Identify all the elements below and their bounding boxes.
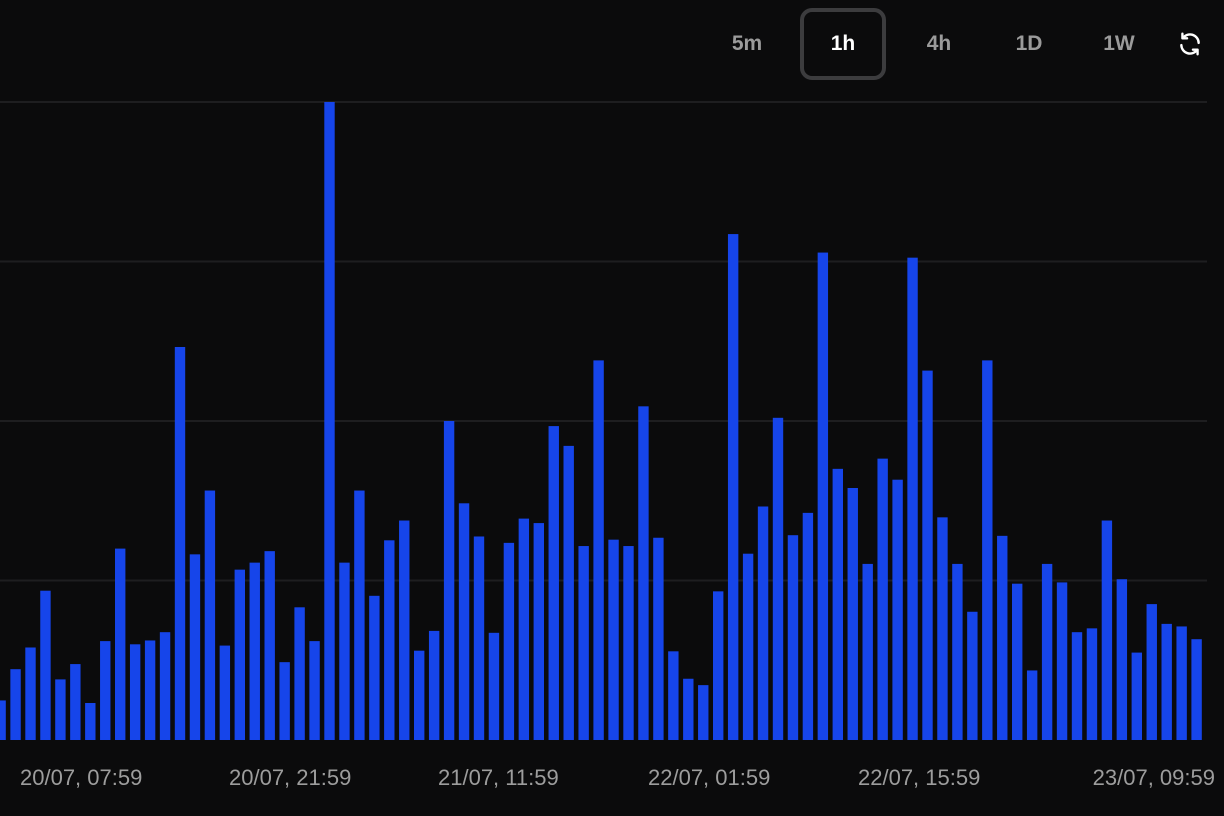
volume-bar[interactable]: [144, 640, 156, 740]
timeframe-1d-button[interactable]: 1D: [1015, 32, 1043, 55]
volume-bar[interactable]: [787, 535, 799, 740]
volume-bar[interactable]: [264, 551, 275, 740]
volume-bar[interactable]: [1086, 628, 1098, 740]
volume-bar[interactable]: [997, 535, 1008, 740]
volume-bar[interactable]: [279, 662, 290, 740]
volume-bar[interactable]: [488, 632, 500, 740]
volume-bar[interactable]: [384, 540, 395, 740]
volume-bar[interactable]: [399, 520, 410, 740]
volume-bar[interactable]: [458, 503, 470, 740]
volume-bar[interactable]: [40, 590, 51, 740]
volume-bar[interactable]: [772, 417, 784, 740]
volume-bar[interactable]: [309, 641, 320, 740]
volume-bar[interactable]: [982, 360, 993, 740]
volume-bar[interactable]: [832, 468, 843, 740]
volume-bar[interactable]: [1056, 582, 1068, 740]
volume-bar[interactable]: [369, 595, 380, 740]
volume-bar[interactable]: [324, 102, 335, 740]
volume-bar[interactable]: [10, 669, 21, 740]
volume-bar[interactable]: [533, 523, 544, 740]
volume-bar[interactable]: [85, 703, 96, 740]
refresh-icon: [1180, 32, 1200, 56]
volume-bar[interactable]: [204, 490, 216, 740]
volume-bar[interactable]: [1116, 579, 1128, 740]
volume-bar[interactable]: [428, 630, 440, 740]
volume-bar[interactable]: [1101, 520, 1113, 740]
volume-bar[interactable]: [668, 651, 679, 740]
volume-bar[interactable]: [952, 563, 963, 740]
volume-bar[interactable]: [1161, 623, 1172, 740]
volume-bar[interactable]: [967, 611, 978, 740]
x-tick-label: 20/07, 07:59: [20, 765, 142, 790]
volume-bar[interactable]: [1191, 639, 1202, 740]
volume-bar[interactable]: [473, 536, 485, 740]
volume-bar[interactable]: [25, 647, 36, 740]
volume-bar[interactable]: [563, 445, 574, 740]
volume-bar[interactable]: [638, 406, 649, 740]
volume-bar[interactable]: [713, 591, 724, 740]
timeframe-toolbar: 5m 1h 4h 1D 1W: [694, 8, 1214, 80]
volume-bar[interactable]: [683, 678, 694, 740]
volume-bar[interactable]: [129, 644, 141, 740]
volume-bar[interactable]: [698, 685, 709, 740]
volume-bar[interactable]: [1026, 670, 1038, 740]
timeframe-5m-button[interactable]: 5m: [731, 32, 763, 55]
volume-bar[interactable]: [518, 518, 530, 740]
volume-bar[interactable]: [249, 562, 260, 740]
volume-bar[interactable]: [70, 664, 81, 740]
x-tick-label: 21/07, 11:59: [438, 765, 559, 790]
volume-bar[interactable]: [115, 548, 126, 740]
volume-bar[interactable]: [1071, 632, 1083, 740]
volume-bar[interactable]: [0, 700, 6, 740]
volume-bar[interactable]: [55, 679, 66, 740]
volume-bar[interactable]: [159, 632, 171, 740]
volume-bar[interactable]: [937, 517, 948, 740]
volume-bar[interactable]: [548, 426, 559, 740]
volume-bar[interactable]: [354, 490, 365, 740]
volume-bar[interactable]: [294, 607, 305, 740]
volume-bar[interactable]: [443, 421, 455, 740]
volume-bar[interactable]: [234, 569, 245, 740]
volume-bar[interactable]: [757, 506, 769, 740]
volume-bar[interactable]: [608, 539, 619, 740]
volume-bar[interactable]: [578, 546, 589, 740]
volume-bar[interactable]: [503, 542, 515, 740]
volume-bar[interactable]: [892, 479, 903, 740]
volume-bar[interactable]: [862, 563, 873, 740]
timeframe-4h-button[interactable]: 4h: [926, 32, 952, 55]
volume-bar[interactable]: [593, 360, 604, 740]
volume-bar[interactable]: [847, 487, 858, 740]
volume-bar[interactable]: [907, 257, 918, 740]
volume-bar[interactable]: [922, 370, 933, 740]
volume-bar[interactable]: [623, 546, 634, 740]
volume-bar[interactable]: [174, 346, 186, 740]
refresh-button[interactable]: [1166, 20, 1214, 68]
volume-bar[interactable]: [1146, 604, 1157, 740]
volume-bar[interactable]: [1041, 563, 1053, 740]
x-tick-label: 22/07, 01:59: [648, 765, 770, 790]
volume-bar[interactable]: [189, 554, 201, 740]
volume-bar[interactable]: [414, 650, 425, 740]
volume-bar[interactable]: [219, 645, 231, 740]
volume-bar[interactable]: [1131, 652, 1142, 740]
x-axis-ticks: 20/07, 07:59 20/07, 21:59 21/07, 11:59 2…: [20, 765, 1215, 790]
x-tick-label: 23/07, 09:59: [1093, 765, 1215, 790]
timeframe-1h-button[interactable]: 1h: [800, 8, 886, 80]
x-tick-label: 22/07, 15:59: [858, 765, 980, 790]
volume-bar[interactable]: [817, 252, 829, 740]
volume-bar[interactable]: [877, 458, 888, 740]
volume-bar[interactable]: [339, 562, 350, 740]
volume-bar[interactable]: [727, 234, 739, 740]
x-tick-label: 20/07, 21:59: [229, 765, 351, 790]
timeframe-1w-button[interactable]: 1W: [1103, 32, 1135, 55]
chart-bars: [0, 102, 1202, 740]
volume-bar[interactable]: [1012, 583, 1023, 740]
volume-bar[interactable]: [1176, 626, 1187, 740]
volume-bar[interactable]: [100, 641, 111, 740]
volume-bar[interactable]: [653, 537, 664, 740]
volume-bar[interactable]: [802, 512, 814, 740]
volume-bar[interactable]: [742, 553, 754, 740]
